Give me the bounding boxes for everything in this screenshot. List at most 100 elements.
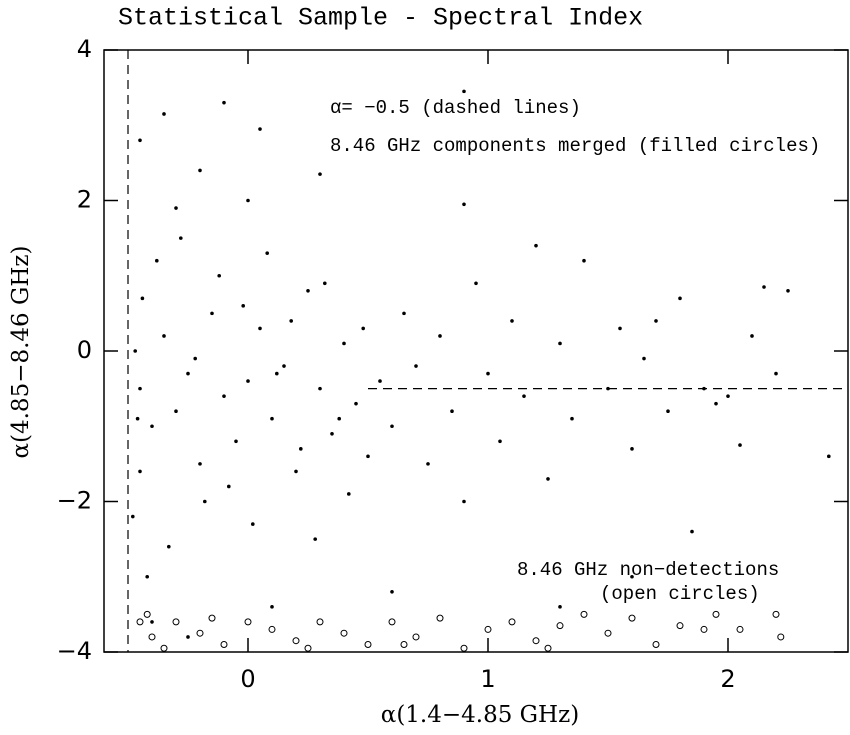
point [186, 371, 190, 376]
point [292, 637, 300, 645]
point [136, 618, 144, 626]
point [220, 640, 228, 648]
point [388, 618, 396, 626]
y-axis-label: α(4.85−8.46 GHz) [8, 245, 34, 458]
point [690, 529, 694, 534]
y-tick-label: −2 [57, 487, 92, 515]
point [558, 605, 562, 609]
annotation: (open circles) [600, 583, 760, 605]
point [750, 334, 754, 338]
point [642, 356, 646, 361]
x-axis-label: α(1.4−4.85 GHz) [381, 702, 579, 728]
point [198, 462, 202, 466]
y-tick-label: 0 [77, 336, 92, 364]
point [354, 401, 358, 406]
point [208, 614, 216, 622]
point [438, 334, 442, 338]
point [179, 236, 183, 240]
point [210, 311, 214, 316]
point [450, 409, 454, 414]
point [712, 610, 720, 618]
point [777, 633, 785, 641]
point [556, 622, 564, 630]
point [390, 590, 394, 594]
point [774, 371, 778, 376]
point [289, 319, 294, 323]
y-tick-label: 4 [77, 35, 92, 63]
point [604, 629, 612, 637]
point [522, 394, 526, 398]
point [150, 620, 154, 624]
point [652, 640, 660, 648]
point [402, 311, 406, 316]
point [258, 326, 262, 331]
point [148, 633, 156, 641]
point [630, 574, 634, 579]
point [133, 349, 137, 353]
point [666, 409, 670, 414]
point [270, 605, 274, 609]
point [827, 454, 831, 459]
point [484, 625, 492, 633]
y-tick-label: 2 [77, 186, 92, 214]
point [347, 492, 351, 496]
point [193, 356, 197, 361]
point [323, 281, 327, 286]
point [786, 289, 790, 293]
point [268, 625, 276, 633]
point [474, 281, 478, 286]
y-tick-label: −4 [57, 637, 92, 665]
point [762, 285, 766, 289]
point [337, 416, 342, 421]
point [222, 100, 226, 105]
point [628, 614, 636, 622]
point [426, 462, 430, 466]
point [135, 416, 140, 421]
point [265, 251, 270, 255]
x-tick-label: 2 [720, 665, 735, 693]
point [294, 469, 298, 474]
point [726, 394, 730, 398]
point [532, 637, 540, 645]
point [155, 258, 159, 263]
point [330, 431, 334, 436]
point [150, 424, 154, 429]
point [203, 499, 207, 504]
point [162, 334, 166, 338]
point [498, 439, 502, 444]
point [244, 618, 252, 626]
point [217, 273, 221, 278]
point [390, 424, 394, 429]
point [172, 618, 180, 626]
point [131, 514, 135, 519]
point [342, 341, 346, 346]
annotation: 8.46 GHz components merged (filled circl… [330, 135, 820, 157]
point [544, 644, 552, 652]
point [486, 371, 490, 376]
point [167, 544, 171, 549]
x-tick-label: 1 [480, 665, 495, 693]
point [304, 644, 312, 652]
point [186, 635, 190, 639]
point [378, 379, 382, 383]
point [570, 416, 574, 421]
point [618, 326, 622, 331]
point [654, 319, 658, 323]
point [318, 172, 322, 176]
point [313, 537, 318, 541]
point [138, 138, 142, 143]
point [246, 379, 250, 383]
point [582, 258, 586, 263]
point [702, 386, 706, 391]
point [436, 614, 444, 622]
point [738, 443, 742, 447]
point [558, 341, 562, 346]
point [462, 89, 466, 94]
point [606, 386, 610, 391]
point [160, 644, 168, 652]
point [340, 629, 348, 637]
point [241, 304, 245, 308]
point [316, 618, 324, 626]
point [414, 364, 418, 368]
